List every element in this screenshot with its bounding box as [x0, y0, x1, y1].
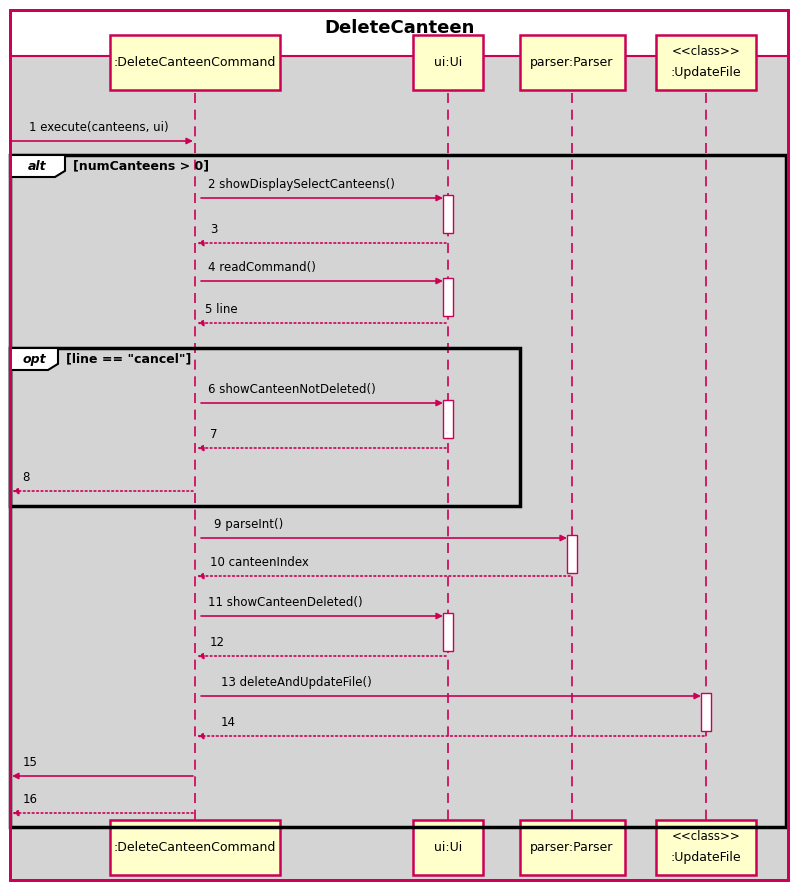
Text: 11 showCanteenDeleted(): 11 showCanteenDeleted() — [208, 596, 362, 609]
Text: ui:Ui: ui:Ui — [434, 841, 462, 854]
Text: 16: 16 — [22, 793, 38, 806]
Text: 10 canteenIndex: 10 canteenIndex — [210, 556, 309, 569]
Polygon shape — [10, 348, 58, 370]
Bar — [443, 613, 453, 651]
Bar — [110, 35, 280, 90]
Text: DeleteCanteen: DeleteCanteen — [325, 19, 475, 37]
Text: 14: 14 — [221, 716, 235, 729]
Bar — [413, 35, 483, 90]
Text: 7: 7 — [210, 428, 218, 441]
Text: parser:Parser: parser:Parser — [530, 841, 614, 854]
Text: 3: 3 — [210, 223, 218, 236]
Text: :DeleteCanteenCommand: :DeleteCanteenCommand — [114, 841, 276, 854]
Bar — [413, 820, 483, 875]
Polygon shape — [10, 155, 65, 177]
Text: 5 line: 5 line — [205, 303, 238, 316]
Text: 12: 12 — [210, 636, 225, 649]
Text: 15: 15 — [22, 756, 38, 769]
Text: 13 deleteAndUpdateFile(): 13 deleteAndUpdateFile() — [221, 676, 371, 689]
Bar — [519, 820, 625, 875]
Text: 9 parseInt(): 9 parseInt() — [214, 518, 283, 531]
Bar — [10, 155, 786, 827]
Text: :UpdateFile: :UpdateFile — [670, 851, 742, 864]
Text: :DeleteCanteenCommand: :DeleteCanteenCommand — [114, 56, 276, 69]
Text: [numCanteens > 0]: [numCanteens > 0] — [73, 160, 209, 172]
Text: 6 showCanteenNotDeleted(): 6 showCanteenNotDeleted() — [208, 383, 375, 396]
Text: 8: 8 — [22, 471, 30, 484]
Bar — [701, 693, 711, 731]
Bar — [443, 195, 453, 233]
Bar — [656, 820, 756, 875]
Bar — [656, 35, 756, 90]
Bar — [443, 400, 453, 438]
Bar — [567, 535, 577, 573]
Bar — [519, 35, 625, 90]
Bar — [10, 348, 520, 506]
Text: [line == "cancel"]: [line == "cancel"] — [66, 353, 191, 365]
Text: 1 execute(canteens, ui): 1 execute(canteens, ui) — [30, 121, 169, 134]
Bar — [443, 278, 453, 316]
Text: opt: opt — [22, 353, 46, 365]
Bar — [110, 820, 280, 875]
Text: <<class>>: <<class>> — [672, 45, 740, 58]
Text: parser:Parser: parser:Parser — [530, 56, 614, 69]
Text: :UpdateFile: :UpdateFile — [670, 66, 742, 79]
Text: alt: alt — [28, 160, 47, 172]
Text: 2 showDisplaySelectCanteens(): 2 showDisplaySelectCanteens() — [208, 178, 394, 191]
Text: 4 readCommand(): 4 readCommand() — [208, 261, 315, 274]
Text: ui:Ui: ui:Ui — [434, 56, 462, 69]
Text: <<class>>: <<class>> — [672, 830, 740, 843]
